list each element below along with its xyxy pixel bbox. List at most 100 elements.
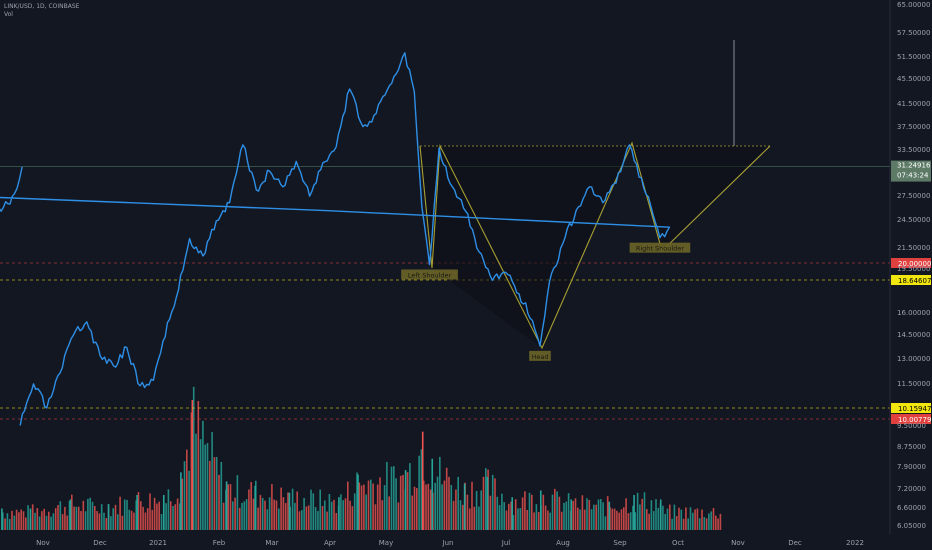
volume-bar [165, 503, 167, 530]
volume-bar [664, 513, 666, 530]
volume-bar [535, 504, 538, 530]
volume-bar [427, 483, 430, 530]
volume-bar [551, 494, 554, 530]
volume-bar [719, 513, 722, 530]
volume-bar [136, 494, 138, 530]
volume-bar [296, 491, 298, 530]
volume-bar [245, 499, 248, 530]
volume-bar [379, 477, 381, 530]
volume-bar [616, 510, 618, 530]
volume-bar [712, 508, 715, 530]
volume-bar [511, 497, 514, 530]
volume-bar [209, 460, 211, 530]
volume-bar [519, 508, 522, 530]
volume-bar [1, 508, 3, 530]
annotation-box [629, 242, 691, 253]
volume-bar [388, 496, 390, 530]
volume-bar [565, 501, 568, 530]
volume-bar [291, 488, 294, 530]
x-tick-label: 2022 [846, 539, 864, 547]
y-tick-label: 24.50000 [897, 216, 930, 224]
volume-bar [162, 494, 165, 530]
volume-bar [234, 497, 236, 530]
y-tick-label: 7.20000 [897, 485, 926, 493]
volume-bar [188, 470, 190, 530]
volume-bar [646, 509, 648, 530]
volume-bar [146, 508, 149, 530]
volume-bar [96, 511, 98, 530]
x-tick-label: Oct [672, 539, 684, 547]
volume-bar [486, 476, 489, 530]
volume-bar [31, 504, 34, 530]
volume-bar [682, 518, 685, 530]
volume-bar [508, 503, 510, 530]
volume-bar [319, 489, 321, 530]
volume-bar [372, 483, 374, 530]
volume-bar [498, 505, 501, 530]
volume-bar [248, 489, 250, 530]
volume-bar [243, 501, 246, 530]
chart-header: LINK/USD, 1D, COINBASE Vol [4, 3, 79, 19]
current-price-tag [891, 160, 931, 182]
volume-bar [69, 499, 72, 530]
y-tick-label: 7.90000 [897, 463, 926, 471]
volume-legend: Vol [4, 11, 13, 18]
volume-bar [103, 512, 105, 530]
volume-bar [517, 508, 519, 530]
volume-bar [199, 439, 202, 530]
volume-bar [436, 476, 439, 530]
y-tick-label: 65.00000 [897, 1, 930, 9]
volume-bar [183, 461, 186, 530]
x-tick-label: Nov [36, 539, 50, 547]
volume-bar [94, 506, 96, 530]
volume-bar [572, 500, 574, 530]
x-tick-label: Nov [731, 539, 745, 547]
annotation-label: Head [531, 353, 548, 361]
volume-bar [636, 492, 639, 530]
volume-bar [526, 510, 528, 530]
volume-bar [680, 509, 683, 530]
volume-bar [701, 509, 703, 530]
volume-bar [330, 501, 333, 530]
volume-bar [657, 507, 660, 530]
volume-bar [632, 505, 634, 530]
volume-bar [50, 516, 52, 530]
volume-bar [20, 509, 22, 530]
volume-bar [266, 509, 269, 530]
volume-bar [471, 481, 473, 530]
y-tick-label: 8.75000 [897, 443, 926, 451]
volume-bar [353, 493, 356, 530]
volume-bar [439, 456, 441, 530]
volume-bar [153, 497, 156, 530]
volume-bar [692, 512, 694, 530]
support-level-label: 18.64607 [898, 277, 931, 285]
volume-bar [547, 510, 549, 530]
volume-bar [544, 505, 547, 530]
volume-layer [1, 386, 722, 530]
volume-bar [531, 494, 533, 530]
volume-bar [542, 494, 545, 530]
volume-bar [602, 502, 604, 530]
volume-bar [105, 518, 108, 530]
volume-bar [259, 494, 262, 530]
volume-bar [650, 500, 653, 530]
volume-bar [225, 481, 228, 530]
volume-bar [213, 457, 216, 530]
volume-bar [314, 507, 317, 530]
volume-bar [192, 386, 195, 530]
volume-bar [317, 510, 319, 530]
volume-bar [112, 508, 114, 530]
volume-bar [273, 499, 275, 530]
volume-bar [687, 518, 689, 530]
volume-bar [698, 518, 701, 530]
volume-bar [510, 501, 512, 530]
volume-bar [238, 507, 241, 530]
volume-bar [478, 506, 480, 530]
volume-bar [268, 497, 271, 530]
volume-bar [689, 507, 692, 530]
y-tick-label: 51.50000 [897, 53, 930, 61]
volume-bar [144, 512, 147, 530]
volume-bar [29, 508, 32, 530]
support-level-label: 10.15947 [898, 405, 931, 413]
volume-bar [54, 508, 57, 530]
